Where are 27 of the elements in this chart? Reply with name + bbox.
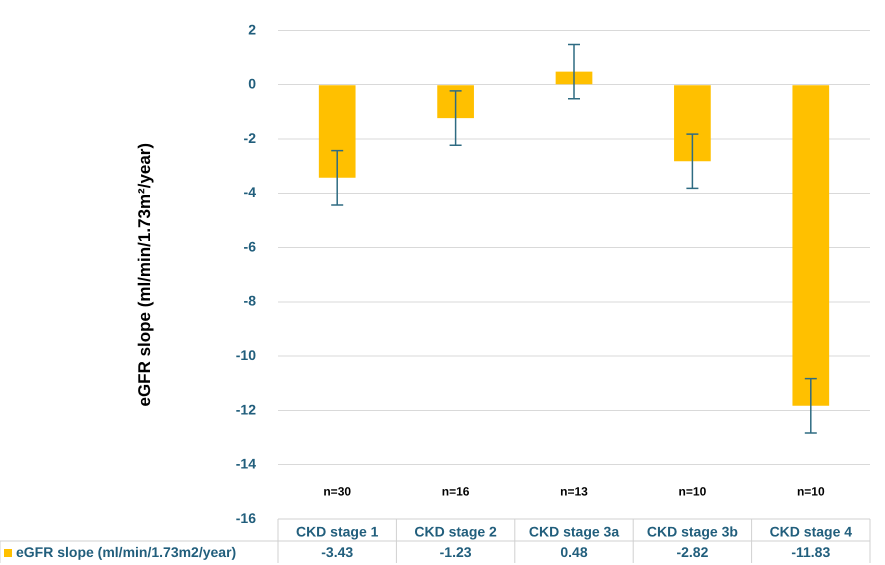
y-tick-label: -2 bbox=[244, 130, 256, 146]
y-tick-label: -8 bbox=[244, 292, 256, 309]
data-label: 0.48 bbox=[560, 544, 588, 560]
y-tick-label: -14 bbox=[236, 456, 256, 472]
y-tick-label: 0 bbox=[248, 76, 256, 92]
x-tick-label: CKD stage 3a bbox=[528, 523, 620, 540]
y-tick-label: -6 bbox=[244, 238, 256, 254]
x-tick-label: CKD stage 4 bbox=[770, 523, 852, 540]
y-tick-label: -12 bbox=[236, 401, 256, 418]
y-tick-label: -16 bbox=[236, 510, 256, 526]
annotation: n=30 bbox=[323, 484, 352, 498]
y-tick-label: 2 bbox=[248, 21, 256, 38]
data-label: -1.23 bbox=[440, 544, 472, 560]
y-axis-title: eGFR slope (ml/min/1.73m²/year) bbox=[134, 142, 154, 406]
data-label: -11.83 bbox=[791, 544, 830, 560]
data-label: -2.82 bbox=[676, 544, 709, 560]
annotation: n=13 bbox=[560, 484, 588, 498]
y-tick-label: -4 bbox=[244, 184, 256, 200]
annotation: n=16 bbox=[442, 484, 470, 498]
x-tick-label: CKD stage 1 bbox=[296, 523, 379, 540]
annotation: n=10 bbox=[678, 484, 707, 498]
y-tick-label: -10 bbox=[236, 346, 256, 363]
legend-label: eGFR slope (ml/min/1.73m2/year) bbox=[16, 544, 236, 560]
data-label: -3.43 bbox=[321, 544, 354, 560]
x-tick-label: CKD stage 2 bbox=[414, 523, 498, 540]
x-tick-label: CKD stage 3b bbox=[646, 523, 738, 540]
annotation: n=10 bbox=[796, 484, 825, 498]
